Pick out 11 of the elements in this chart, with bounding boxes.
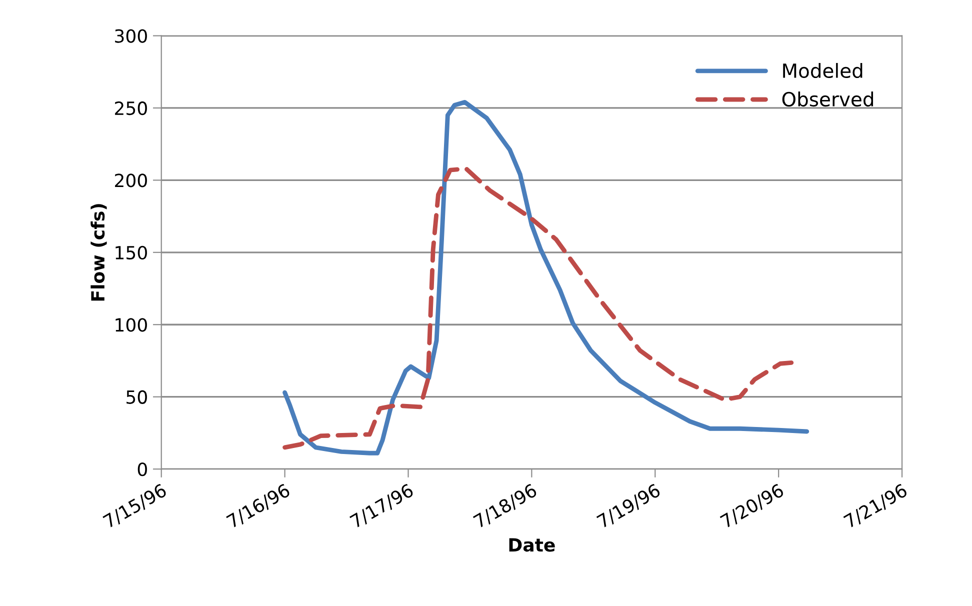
y-tick-label: 50 — [126, 390, 147, 404]
y-tick-label: 100 — [116, 318, 147, 332]
x-axis-title: Date — [509, 538, 555, 552]
y-tick-label: 250 — [115, 101, 147, 116]
legend-label: Observed — [782, 92, 874, 107]
y-axis-title: Flow (cfs) — [90, 204, 107, 301]
y-tick-label: 150 — [116, 246, 147, 260]
y-tick-label: 0 — [138, 462, 147, 476]
legend-label: Modeled — [783, 62, 862, 78]
y-tick-label: 300 — [115, 29, 147, 43]
y-tick-label: 200 — [115, 174, 147, 188]
